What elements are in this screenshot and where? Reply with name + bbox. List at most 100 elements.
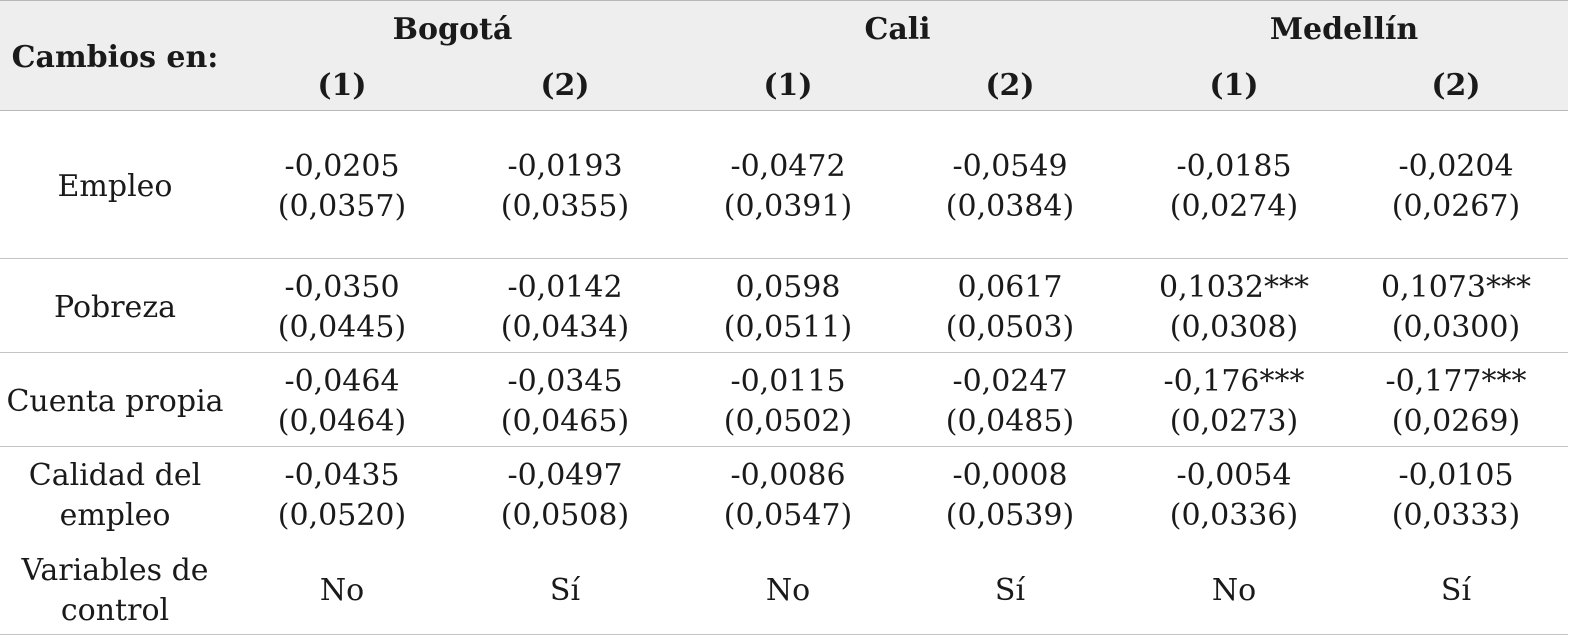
row-label-variables-de-control: Variables de control [0, 551, 230, 631]
table-cell: -0,0142 (0,0434) [465, 268, 665, 348]
std-error: (0,0355) [500, 189, 630, 224]
table-cell: -0,0008 (0,0539) [910, 456, 1110, 536]
coefficient: -0,0435 [284, 458, 400, 493]
table-cell: 0,0598 (0,0511) [688, 268, 888, 348]
control-value: Sí [994, 573, 1026, 608]
coefficient: 0,0617 [957, 270, 1063, 305]
std-error: (0,0539) [945, 498, 1075, 533]
table-cell: -0,0054 (0,0336) [1134, 456, 1334, 536]
coefficient: -0,0193 [507, 149, 623, 184]
row-label-pobreza: Pobreza [53, 290, 177, 325]
std-error: (0,0511) [723, 310, 853, 345]
std-error: (0,0485) [945, 404, 1075, 439]
std-error: (0,0274) [1169, 189, 1299, 224]
table-cell: -0,0464 (0,0464) [242, 362, 442, 442]
table-cell: -0,0472 (0,0391) [688, 147, 888, 227]
table-cell: -0,0105 (0,0333) [1356, 456, 1556, 536]
table-header-band [0, 0, 1568, 111]
row-label-line: control [60, 593, 170, 628]
model-header: (1) [763, 68, 813, 103]
coefficient: 0,1073*** [1381, 270, 1531, 305]
table-cell: -0,0204 (0,0267) [1356, 147, 1556, 227]
coefficient: -0,0185 [1176, 149, 1292, 184]
control-value: No [765, 573, 811, 608]
row-label-line: Calidad del [28, 458, 202, 493]
std-error: (0,0547) [723, 498, 853, 533]
control-value: No [319, 573, 365, 608]
std-error: (0,0269) [1391, 404, 1521, 439]
table-cell: -0,0435 (0,0520) [242, 456, 442, 536]
table-cell: -0,0345 (0,0465) [465, 362, 665, 442]
coefficient: -0,177*** [1385, 364, 1527, 399]
coefficient: -0,0054 [1176, 458, 1292, 493]
coefficient: -0,0142 [507, 270, 623, 305]
coefficient: -0,0008 [952, 458, 1068, 493]
std-error: (0,0391) [723, 189, 853, 224]
table-cell: -0,0205 (0,0357) [242, 147, 442, 227]
std-error: (0,0502) [723, 404, 853, 439]
coefficient: -0,0464 [284, 364, 400, 399]
coefficient: 0,0598 [735, 270, 841, 305]
std-error: (0,0384) [945, 189, 1075, 224]
table-cell: -0,177*** (0,0269) [1356, 362, 1556, 442]
std-error: (0,0336) [1169, 498, 1299, 533]
row-label-cuenta-propia: Cuenta propia [6, 384, 224, 419]
row-label-calidad-del-empleo: Calidad del empleo [0, 456, 230, 536]
table-cell: -0,176*** (0,0273) [1134, 362, 1334, 442]
city-header-medellin: Medellín [1269, 12, 1419, 47]
model-header: (1) [1209, 68, 1259, 103]
control-value: No [1211, 573, 1257, 608]
std-error: (0,0445) [277, 310, 407, 345]
control-value: Sí [1440, 573, 1472, 608]
coefficient: -0,176*** [1163, 364, 1305, 399]
coefficient: -0,0497 [507, 458, 623, 493]
corner-header: Cambios en: [11, 40, 219, 75]
std-error: (0,0465) [500, 404, 630, 439]
table-cell: 0,1032*** (0,0308) [1134, 268, 1334, 348]
table-cell: -0,0350 (0,0445) [242, 268, 442, 348]
std-error: (0,0273) [1169, 404, 1299, 439]
table-cell: -0,0115 (0,0502) [688, 362, 888, 442]
row-label-line: Variables de [21, 553, 209, 588]
coefficient: -0,0115 [730, 364, 846, 399]
std-error: (0,0520) [277, 498, 407, 533]
coefficient: -0,0105 [1398, 458, 1514, 493]
model-header: (2) [540, 68, 590, 103]
table-cell: -0,0549 (0,0384) [910, 147, 1110, 227]
std-error: (0,0434) [500, 310, 630, 345]
row-label-line: empleo [59, 498, 171, 533]
table-cell: -0,0193 (0,0355) [465, 147, 665, 227]
std-error: (0,0503) [945, 310, 1075, 345]
model-header: (2) [985, 68, 1035, 103]
table-cell: 0,0617 (0,0503) [910, 268, 1110, 348]
row-divider [0, 352, 1568, 353]
std-error: (0,0464) [277, 404, 407, 439]
std-error: (0,0333) [1391, 498, 1521, 533]
row-divider [0, 634, 1568, 635]
std-error: (0,0508) [500, 498, 630, 533]
row-divider [0, 258, 1568, 259]
coefficient: -0,0549 [952, 149, 1068, 184]
table-cell: -0,0497 (0,0508) [465, 456, 665, 536]
model-header: (2) [1431, 68, 1481, 103]
city-header-cali: Cali [864, 12, 931, 47]
std-error: (0,0267) [1391, 189, 1521, 224]
coefficient: -0,0086 [730, 458, 846, 493]
table-cell: 0,1073*** (0,0300) [1356, 268, 1556, 348]
model-header: (1) [317, 68, 367, 103]
std-error: (0,0300) [1391, 310, 1521, 345]
coefficient: -0,0472 [730, 149, 846, 184]
std-error: (0,0357) [277, 189, 407, 224]
coefficient: -0,0205 [284, 149, 400, 184]
row-divider [0, 446, 1568, 447]
std-error: (0,0308) [1169, 310, 1299, 345]
table-cell: -0,0185 (0,0274) [1134, 147, 1334, 227]
city-header-bogota: Bogotá [392, 12, 513, 47]
coefficient: -0,0247 [952, 364, 1068, 399]
coefficient: -0,0345 [507, 364, 623, 399]
row-label-empleo: Empleo [57, 169, 173, 204]
coefficient: -0,0350 [284, 270, 400, 305]
coefficient: -0,0204 [1398, 149, 1514, 184]
table-cell: -0,0247 (0,0485) [910, 362, 1110, 442]
table-cell: -0,0086 (0,0547) [688, 456, 888, 536]
